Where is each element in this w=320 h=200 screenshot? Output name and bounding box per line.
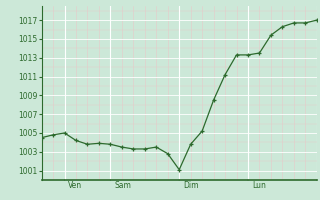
Text: Dim: Dim [183, 181, 198, 190]
Text: Sam: Sam [114, 181, 131, 190]
Text: Lun: Lun [252, 181, 266, 190]
Text: Ven: Ven [68, 181, 83, 190]
